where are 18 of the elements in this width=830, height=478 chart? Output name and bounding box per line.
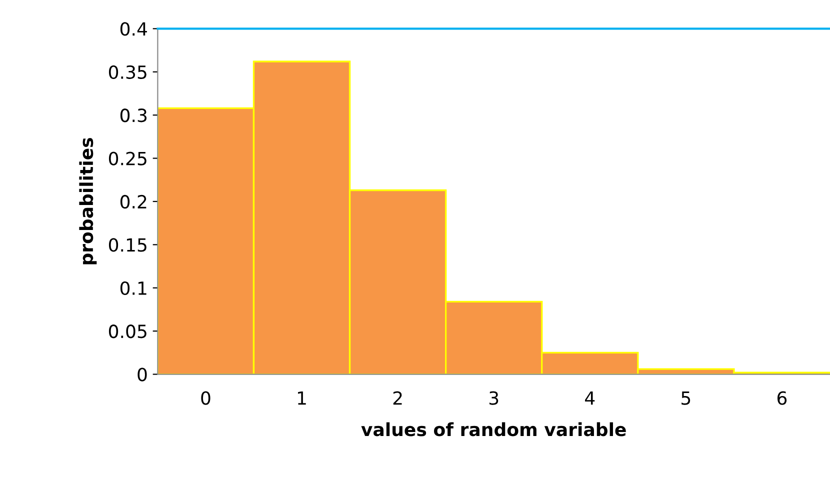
y-tick-label: 0.1	[120, 281, 146, 295]
y-tick-label: 0.4	[120, 22, 147, 36]
y-axis-title: probabilities	[79, 138, 97, 264]
x-tick-label: 4	[585, 391, 595, 405]
x-tick-label: 5	[682, 391, 690, 405]
y-tick-label: 0.25	[108, 152, 146, 166]
x-tick-label: 2	[393, 391, 402, 405]
y-tick-label: 0.15	[108, 238, 146, 252]
x-tick-label: 1	[298, 391, 306, 405]
x-tick-label: 6	[777, 391, 787, 405]
y-tick-label: 0.3	[120, 108, 147, 122]
x-tick-label: 0	[201, 391, 210, 405]
x-axis-title: values of random variable	[361, 422, 626, 436]
y-tick-label: 0.2	[120, 194, 146, 209]
y-tick-label: 0.05	[108, 324, 146, 338]
y-tick-label: 0.35	[108, 65, 146, 79]
y-tick-label: 0	[138, 368, 147, 382]
x-tick-label: 3	[489, 391, 498, 405]
